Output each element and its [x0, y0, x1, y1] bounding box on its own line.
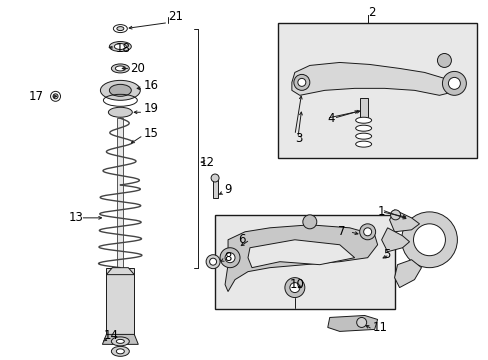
Circle shape [447, 77, 459, 89]
Text: 3: 3 [294, 132, 302, 145]
Polygon shape [394, 260, 421, 288]
Text: 18: 18 [115, 42, 130, 55]
Text: 12: 12 [200, 156, 215, 168]
Bar [277, 23, 476, 158]
Ellipse shape [355, 133, 371, 139]
Bar [359, 98, 367, 118]
Text: 14: 14 [103, 329, 118, 342]
Ellipse shape [116, 339, 124, 343]
Circle shape [401, 212, 456, 268]
Polygon shape [327, 315, 377, 332]
Ellipse shape [113, 24, 127, 32]
Text: 10: 10 [289, 278, 304, 291]
Polygon shape [224, 225, 377, 292]
Ellipse shape [115, 66, 125, 71]
Circle shape [224, 253, 235, 263]
Polygon shape [102, 334, 138, 345]
Text: 11: 11 [372, 321, 387, 334]
Text: 6: 6 [238, 233, 245, 246]
Text: 2: 2 [367, 6, 374, 19]
Circle shape [209, 258, 216, 265]
Ellipse shape [117, 27, 123, 31]
Ellipse shape [355, 117, 371, 123]
Text: 15: 15 [143, 127, 158, 140]
Polygon shape [106, 268, 134, 275]
Circle shape [302, 215, 316, 229]
Ellipse shape [100, 80, 140, 100]
Polygon shape [389, 210, 419, 232]
Text: 20: 20 [130, 62, 145, 75]
Circle shape [390, 210, 400, 220]
Bar [213, 180, 218, 198]
Ellipse shape [109, 84, 131, 96]
Ellipse shape [111, 346, 129, 356]
Text: 19: 19 [143, 102, 158, 115]
Text: 17: 17 [29, 90, 43, 103]
Circle shape [359, 224, 375, 240]
Ellipse shape [109, 41, 131, 51]
Text: 21: 21 [168, 10, 183, 23]
Text: 16: 16 [143, 79, 158, 92]
Circle shape [285, 278, 304, 298]
Circle shape [297, 78, 305, 86]
Ellipse shape [355, 141, 371, 147]
Circle shape [53, 94, 58, 99]
Circle shape [413, 224, 445, 256]
Ellipse shape [108, 107, 132, 117]
Polygon shape [247, 240, 354, 268]
Text: 8: 8 [224, 251, 231, 264]
Text: 9: 9 [224, 184, 231, 197]
Text: 1: 1 [377, 205, 385, 219]
Polygon shape [381, 228, 408, 252]
Circle shape [220, 248, 240, 268]
Ellipse shape [111, 64, 129, 73]
Bar [106, 268, 134, 337]
Circle shape [289, 283, 299, 293]
Text: 4: 4 [327, 112, 335, 125]
Text: 13: 13 [68, 211, 83, 224]
Text: 5: 5 [383, 248, 390, 261]
Circle shape [205, 255, 220, 269]
Ellipse shape [114, 44, 126, 50]
Circle shape [356, 318, 366, 328]
Circle shape [363, 228, 371, 236]
Bar [117, 118, 123, 270]
Circle shape [293, 75, 309, 90]
Ellipse shape [355, 125, 371, 131]
Bar [215, 215, 394, 310]
Polygon shape [291, 62, 453, 95]
Circle shape [437, 54, 450, 67]
Circle shape [211, 174, 219, 182]
Text: 7: 7 [337, 225, 345, 238]
Circle shape [442, 71, 466, 95]
Circle shape [50, 91, 61, 101]
Ellipse shape [111, 337, 129, 346]
Ellipse shape [116, 349, 124, 354]
